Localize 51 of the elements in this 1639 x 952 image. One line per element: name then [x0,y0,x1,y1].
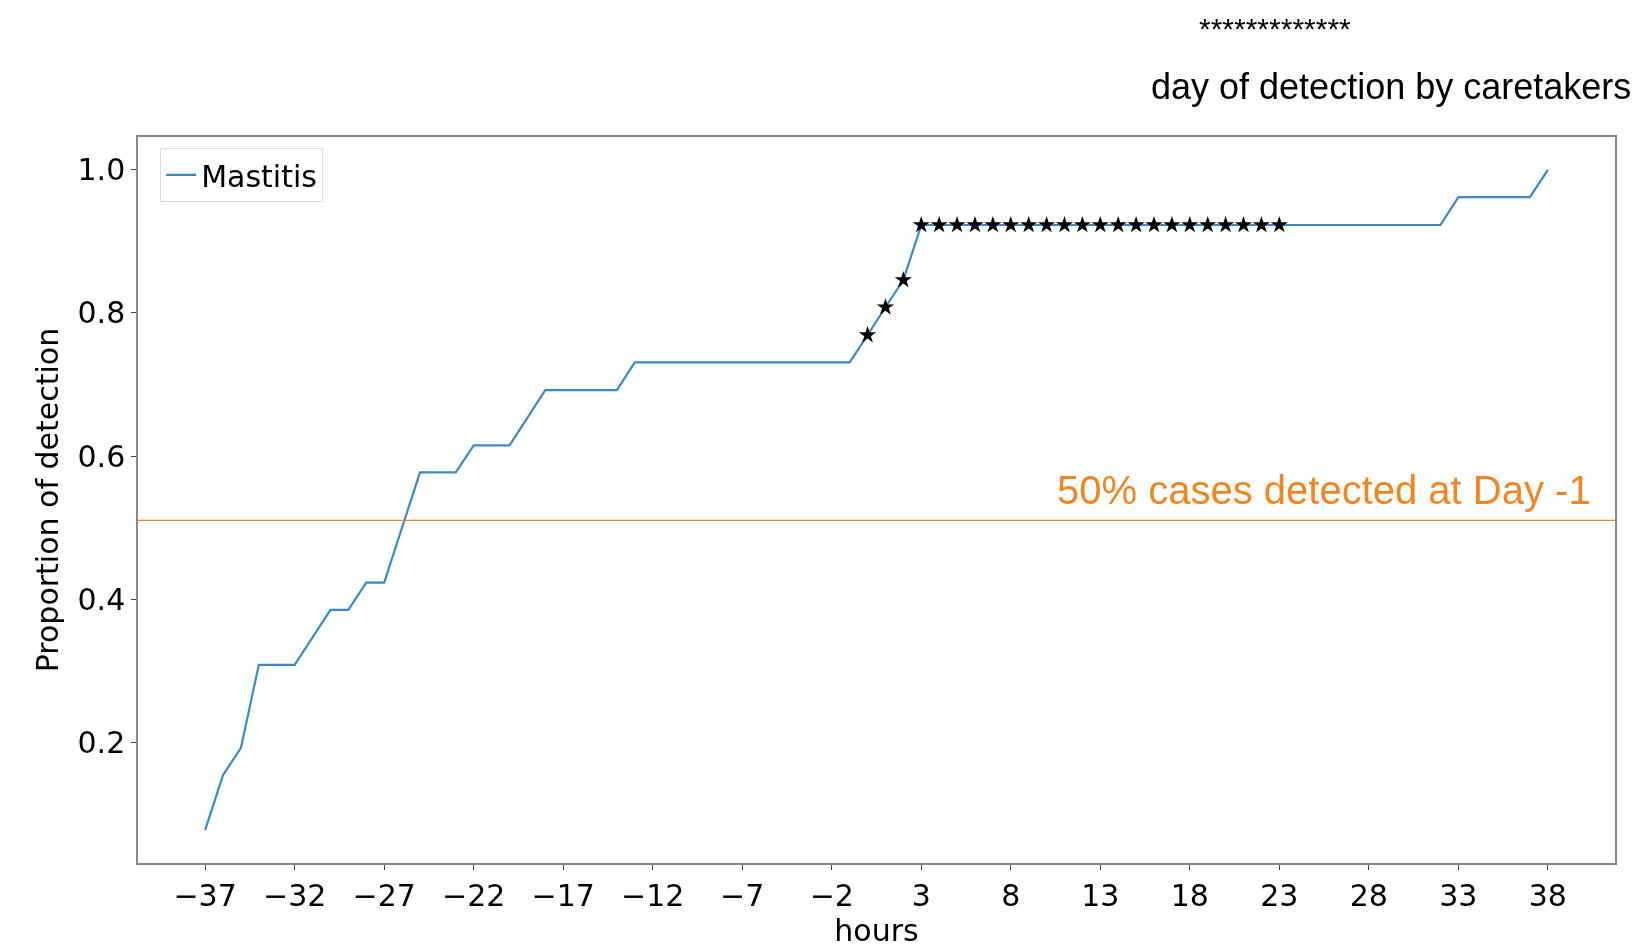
x-tick-label: −2 [809,877,854,913]
x-tick-label: 8 [1001,877,1021,913]
x-tick-label: −7 [720,877,765,913]
point [894,270,912,288]
point [1073,215,1092,233]
point [912,215,930,233]
x-tick-label: 23 [1260,877,1299,913]
text: ************* [1199,12,1352,45]
point [966,215,984,233]
point [1109,215,1127,233]
x-tick-label: 13 [1081,877,1120,913]
point [1020,215,1038,233]
point [1252,215,1271,233]
point [1037,215,1056,233]
point [1163,215,1181,233]
y-tick-label: 0.8 [77,295,126,331]
x-tick-label: −22 [442,877,506,913]
point [1055,215,1074,233]
x-tick-label: 3 [911,877,931,913]
x-axis-title: hours [834,912,919,948]
y-axis-title: Proportion of detection [30,327,66,673]
y-tick-label: 0.2 [77,724,126,760]
point [1181,215,1199,233]
point [1234,215,1253,233]
x-tick-label: 28 [1349,877,1388,913]
y-tick-label: 0.6 [77,438,126,474]
y-tick-label: 0.4 [77,581,126,617]
x-tick-label: 38 [1528,877,1567,913]
point [948,215,966,233]
text: day of detection by caretakers [1151,66,1632,107]
x-tick-label: 18 [1170,877,1209,913]
legend-label: Mastitis [201,158,317,194]
y-tick-label: 1.0 [77,152,126,188]
point [1270,215,1288,233]
point [1091,215,1109,233]
point [930,215,948,233]
point [876,298,895,315]
point [1216,215,1235,233]
x-tick-label: −27 [352,877,416,913]
point [1002,215,1020,233]
x-tick-label: 33 [1439,877,1478,913]
x-tick-label: −17 [531,877,595,913]
x-tick-label: −32 [262,877,327,913]
point [1127,215,1145,233]
ref-line-label: 50% cases detected at Day -1 [1057,468,1591,512]
point [1145,215,1163,233]
point [1199,215,1217,233]
x-tick-label: −12 [621,877,685,913]
point [984,215,1002,233]
x-tick-label: −37 [173,877,237,913]
point [858,326,877,343]
